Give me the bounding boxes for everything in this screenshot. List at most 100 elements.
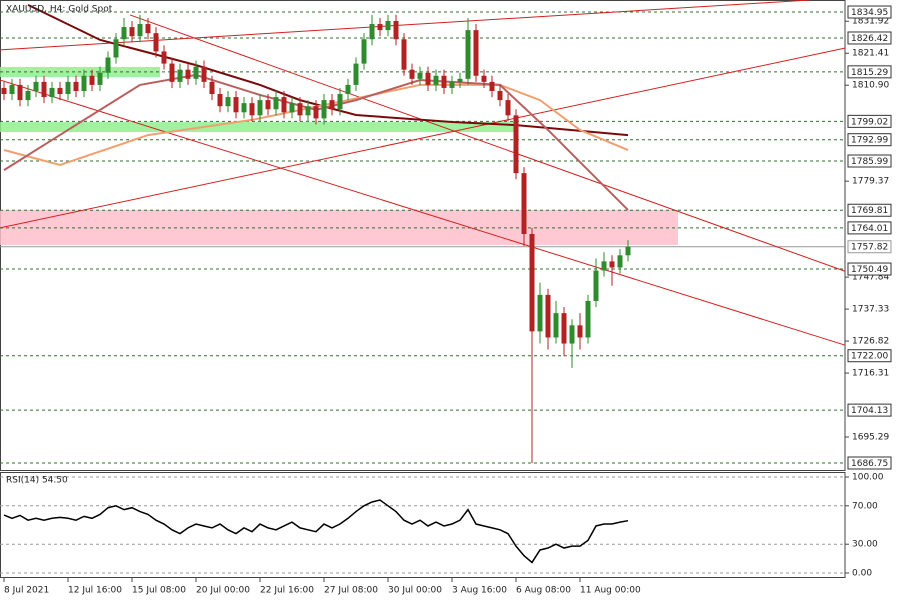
price-label: 1799.02 (851, 117, 888, 127)
x-tick-label: 6 Aug 08:00 (516, 586, 571, 596)
candle-body (41, 81, 47, 98)
trend-line (129, 14, 845, 272)
y-tick-label: 1779.37 (852, 177, 889, 187)
candle-body (457, 78, 463, 82)
candle-body (289, 103, 295, 113)
candle-body (465, 30, 471, 79)
moving-average (3, 83, 629, 166)
y-tick-label: 1747.84 (852, 273, 889, 283)
candle-body (65, 81, 71, 95)
candle-body (345, 84, 351, 95)
price-label: 1704.13 (851, 406, 888, 416)
candle-body (617, 255, 623, 268)
candle-body (369, 24, 375, 40)
candle-body (97, 72, 103, 85)
y-tick-label: 100.00 (852, 473, 884, 483)
candle-body (193, 66, 199, 79)
candle-body (1, 87, 7, 95)
candle-body (433, 75, 439, 85)
candle-body (489, 81, 495, 91)
candle-body (209, 81, 215, 95)
y-tick-label: 30.00 (852, 540, 878, 550)
trend-line (0, 79, 845, 346)
candle-body (233, 97, 239, 113)
price-label-box (847, 5, 892, 19)
candle-body (385, 20, 391, 31)
candle-body (505, 100, 511, 116)
candle-body (113, 39, 119, 58)
chart-title: XAUUSD, H4: Gold Spot (6, 5, 113, 15)
x-tick-label: 27 Jul 08:00 (324, 586, 378, 596)
price-label: 1815.29 (851, 68, 888, 78)
candle-body (513, 115, 519, 174)
candle-body (185, 69, 191, 79)
candle-body (545, 294, 551, 338)
candle-body (81, 75, 87, 91)
price-label-box (847, 240, 892, 254)
candle-body (553, 313, 559, 338)
candle-body (257, 100, 263, 116)
candle-body (225, 97, 231, 107)
x-tick-label: 30 Jul 00:00 (388, 586, 442, 596)
candle-body (49, 87, 55, 98)
price-label: 1785.99 (851, 157, 888, 167)
candle-body (361, 39, 367, 64)
y-tick-label: 1726.82 (852, 337, 889, 347)
candle-body (609, 261, 615, 268)
candle-body (561, 313, 567, 344)
candle-body (585, 300, 591, 338)
candle-body (353, 63, 359, 85)
price-label-box (847, 31, 892, 45)
y-tick-label: 1831.92 (852, 17, 889, 27)
candle-body (329, 100, 335, 110)
candle-body (73, 81, 79, 91)
price-label-box (847, 456, 892, 470)
candle-body (217, 94, 223, 107)
candle-body (529, 234, 535, 332)
candle-body (25, 90, 31, 101)
candle-body (601, 261, 607, 271)
candle-body (417, 72, 423, 79)
axes: 1831.92 1821.41 1810.90 1779.37 1747.84 1737.… (3, 5, 892, 596)
candle-body (105, 57, 111, 73)
y-tick-label: 1821.41 (852, 49, 889, 59)
candle-body (305, 106, 311, 116)
candle-body (401, 39, 407, 70)
candle-body (481, 75, 487, 82)
price-label: 1764.01 (851, 224, 888, 234)
price-label-box (847, 403, 892, 417)
candle-body (121, 27, 127, 40)
x-tick-label: 12 Jul 16:00 (68, 586, 122, 596)
moving-average (3, 73, 629, 211)
candle-body (313, 106, 319, 119)
y-tick-label: 1810.90 (852, 81, 889, 91)
candle-body (521, 173, 527, 235)
candle-body (321, 100, 327, 119)
price-label-box (847, 349, 892, 363)
candle-body (249, 103, 255, 116)
price-label: 1834.95 (851, 8, 888, 18)
candle-body (137, 24, 143, 37)
candle-body (17, 84, 23, 101)
price-label: 1686.75 (851, 459, 888, 469)
candle-body (409, 69, 415, 79)
price-label: 1750.49 (851, 265, 888, 275)
price-label: 1757.82 (851, 243, 888, 253)
x-tick-label: 3 Aug 16:00 (452, 586, 507, 596)
x-tick-label: 15 Jul 08:00 (132, 586, 186, 596)
candle-body (9, 84, 15, 95)
y-tick-label: 1695.29 (852, 433, 889, 443)
candle-body (201, 66, 207, 82)
y-tick-label: 70.00 (852, 501, 878, 511)
candle-body (593, 270, 599, 301)
price-label: 1826.42 (851, 34, 888, 44)
price-label: 1769.81 (851, 206, 888, 216)
candle-body (281, 97, 287, 113)
price-plot (0, 0, 845, 464)
rsi-line (3, 499, 629, 564)
candle-body (145, 24, 151, 34)
candle-body (577, 325, 583, 338)
price-label: 1792.99 (851, 136, 888, 146)
